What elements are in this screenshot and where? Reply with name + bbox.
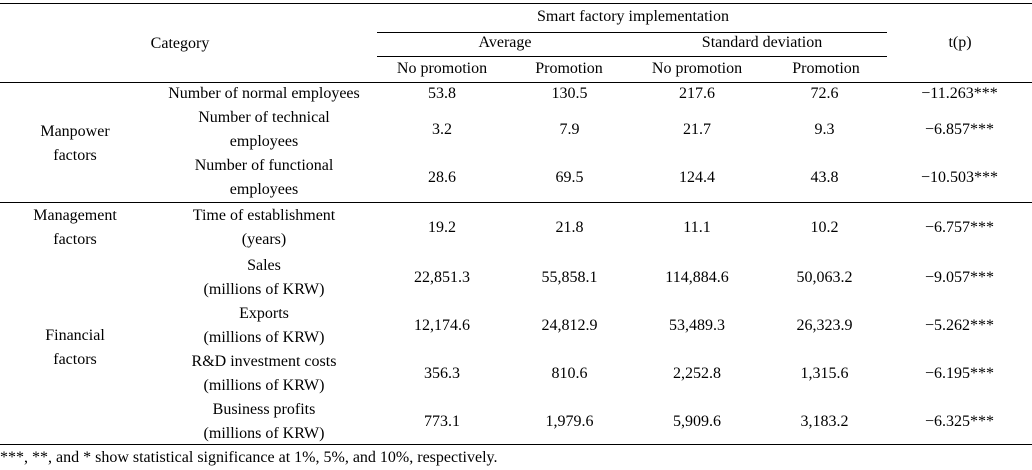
t-value-cell: −10.503***	[920, 169, 999, 186]
table-bottom-rule	[0, 444, 1032, 445]
sd-no-promotion-cell: 114,884.6	[665, 269, 729, 286]
sd-no-promotion-cell: 217.6	[679, 85, 715, 102]
row-label: Business profits (millions of KRW)	[203, 401, 325, 442]
row-label: Sales (millions of KRW)	[203, 257, 325, 298]
t-value-cell: −9.057***	[924, 269, 995, 286]
avg-promotion-cell: 7.9	[559, 121, 580, 138]
t-p-header: t(p)	[948, 34, 972, 51]
t-value-cell: −11.263***	[921, 85, 998, 102]
avg-no-promotion-cell: 773.1	[424, 413, 460, 430]
std-dev-header: Standard deviation	[701, 34, 823, 51]
sd-no-promotion-cell: 53,489.3	[669, 317, 725, 334]
manpower-section-rule	[0, 202, 1032, 203]
avg-promotion-cell: 130.5	[551, 85, 588, 102]
avg-no-promotion-cell: 28.6	[428, 169, 456, 186]
header-bottom-rule	[0, 82, 1032, 83]
avg-promotion-cell: 21.8	[555, 219, 584, 236]
sd-promotion-cell: 72.6	[810, 85, 839, 102]
sd-promotion-cell: 9.3	[814, 121, 835, 138]
sd-promotion-cell: 43.8	[810, 169, 839, 186]
sd-promotion-header: Promotion	[792, 60, 860, 77]
avg-promotion-cell: 24,812.9	[541, 317, 598, 334]
group-management: Management factors	[33, 207, 117, 248]
sd-no-promotion-cell: 2,252.8	[673, 365, 721, 382]
subgroup-header-rule	[377, 56, 887, 57]
category-header: Category	[150, 35, 210, 52]
t-value-cell: −6.857***	[924, 121, 995, 138]
sd-promotion-cell: 10.2	[810, 219, 839, 236]
t-value-cell: −6.325***	[924, 413, 995, 430]
footnote: ***, **, and * show statistical signific…	[0, 449, 498, 466]
t-value-cell: −6.195***	[924, 365, 995, 382]
sd-promotion-cell: 3,183.2	[800, 413, 849, 430]
avg-no-promotion-cell: 53.8	[428, 85, 456, 102]
smart-factory-header: Smart factory implementation	[537, 8, 729, 25]
sd-promotion-cell: 26,323.9	[796, 317, 853, 334]
row-label: Number of functional employees	[194, 157, 334, 198]
row-label: Number of technical employees	[198, 109, 330, 150]
sd-no-promotion-cell: 21.7	[683, 121, 711, 138]
sd-promotion-cell: 50,063.2	[796, 269, 853, 286]
avg-promotion-cell: 810.6	[551, 365, 588, 382]
sd-promotion-cell: 1,315.6	[800, 365, 849, 382]
avg-no-promotion-cell: 356.3	[424, 365, 460, 382]
row-label: Time of establishment (years)	[192, 207, 336, 248]
table-top-rule	[0, 3, 1032, 4]
group-manpower: Manpower factors	[40, 123, 110, 164]
avg-no-promotion-cell: 19.2	[428, 219, 456, 236]
sd-no-promotion-cell: 11.1	[683, 219, 711, 236]
t-value-cell: −6.757***	[924, 219, 995, 236]
sd-no-promotion-cell: 5,909.6	[673, 413, 721, 430]
group-financial: Financial factors	[45, 327, 105, 368]
sd-no-promotion-cell: 124.4	[679, 169, 715, 186]
avg-promotion-cell: 55,858.1	[541, 269, 598, 286]
avg-promotion-cell: 69.5	[555, 169, 584, 186]
avg-promotion-header: Promotion	[535, 60, 603, 77]
avg-no-promotion-cell: 22,851.3	[414, 269, 470, 286]
avg-no-promotion-header: No promotion	[396, 60, 488, 77]
avg-promotion-cell: 1,979.6	[545, 413, 594, 430]
row-label: R&D investment costs (millions of KRW)	[191, 353, 337, 394]
avg-no-promotion-cell: 12,174.6	[414, 317, 470, 334]
group-header-rule	[377, 32, 887, 33]
row-label: Exports (millions of KRW)	[203, 305, 325, 346]
average-header: Average	[478, 34, 532, 51]
avg-no-promotion-cell: 3.2	[432, 121, 452, 138]
t-value-cell: −5.262***	[924, 317, 995, 334]
row-label: Number of normal employees	[168, 85, 360, 102]
sd-no-promotion-header: No promotion	[651, 60, 743, 77]
